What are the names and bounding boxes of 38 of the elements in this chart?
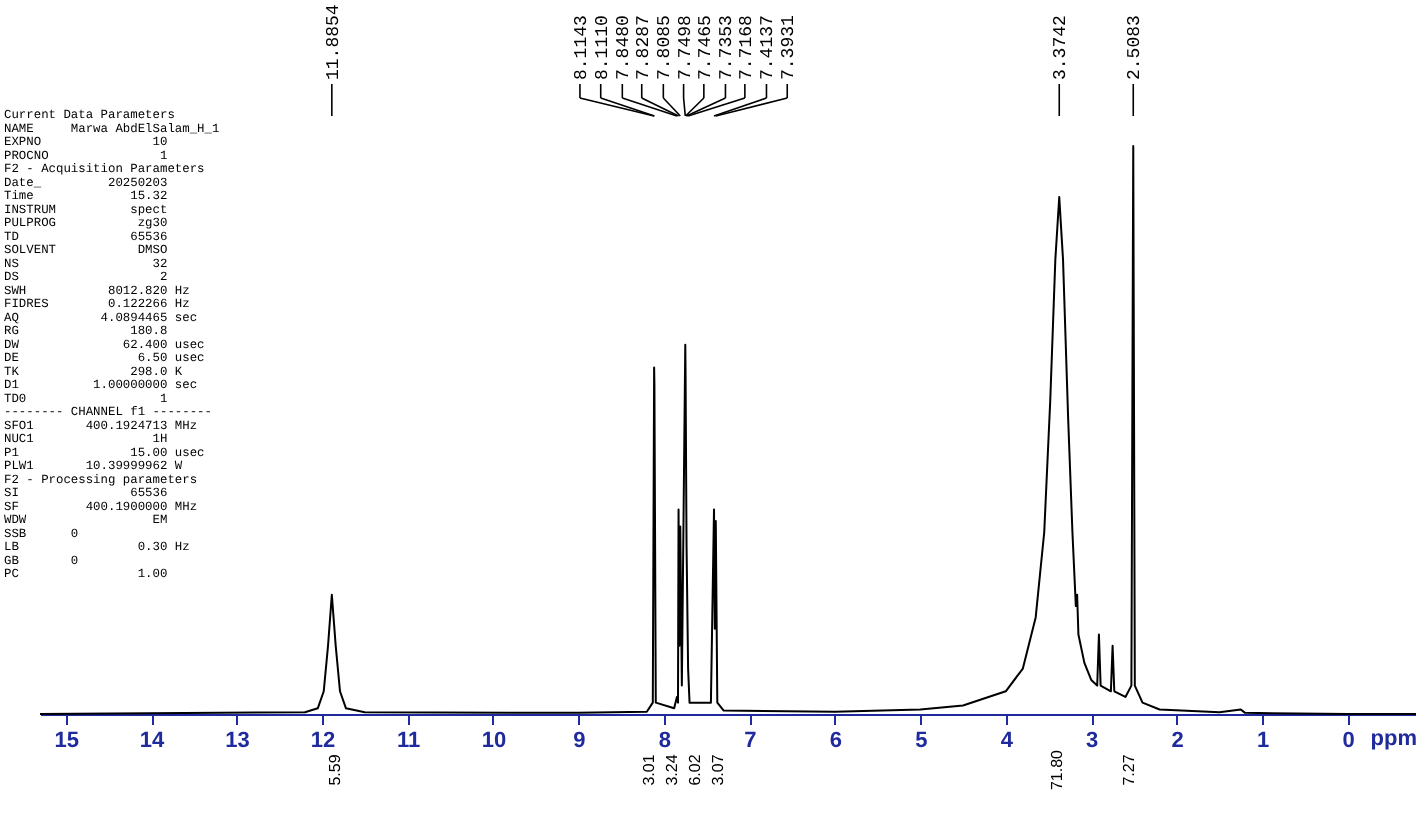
x-tick-label: 2: [1171, 729, 1184, 753]
x-tick-label: 8: [658, 729, 672, 753]
x-tick-label: 14: [139, 729, 167, 753]
text: 71.80: [1048, 748, 1066, 791]
x-tick-label: 7: [744, 729, 757, 753]
x-tick-label: 6: [829, 729, 842, 753]
annotation: 3.3742: [1051, 15, 1072, 80]
annotation: 7.8480: [614, 15, 635, 80]
text: 6.02: [686, 753, 704, 786]
annotation: 7.7168: [736, 15, 757, 80]
text: 3.07: [709, 753, 727, 786]
annotation: 7.7353: [717, 15, 738, 80]
annotation: 8.1110: [592, 15, 613, 80]
text: 3.24: [663, 753, 681, 786]
annotation: 7.3931: [779, 15, 800, 80]
text: 5.59: [326, 753, 344, 786]
annotation: 7.8085: [655, 15, 676, 80]
x-tick-label: 3: [1086, 729, 1099, 753]
x-tick-label: 4: [1000, 729, 1015, 753]
x-tick-label: 13: [225, 729, 250, 753]
x-tick-label: 0: [1342, 729, 1355, 753]
x-tick-label: 10: [481, 729, 507, 753]
x-axis-title: ppm: [1370, 727, 1416, 751]
x-tick-label: 9: [573, 729, 586, 753]
text: 3.01: [640, 753, 658, 786]
annotation: 7.7465: [695, 15, 716, 80]
x-tick-label: 5: [915, 729, 928, 753]
x-tick-label: 12: [310, 729, 336, 753]
x-tick-label: 1: [1257, 729, 1270, 753]
annotation: 7.7498: [675, 15, 696, 80]
annotation: 7.8287: [633, 15, 654, 80]
annotation: 11.8854: [323, 4, 344, 80]
annotation: 2.5083: [1125, 15, 1146, 80]
text: 7.27: [1120, 753, 1138, 786]
x-tick-label: 15: [54, 729, 79, 753]
annotation: 8.1143: [571, 15, 592, 80]
x-tick-label: 11: [396, 729, 421, 753]
annotation: 7.4137: [758, 15, 779, 80]
